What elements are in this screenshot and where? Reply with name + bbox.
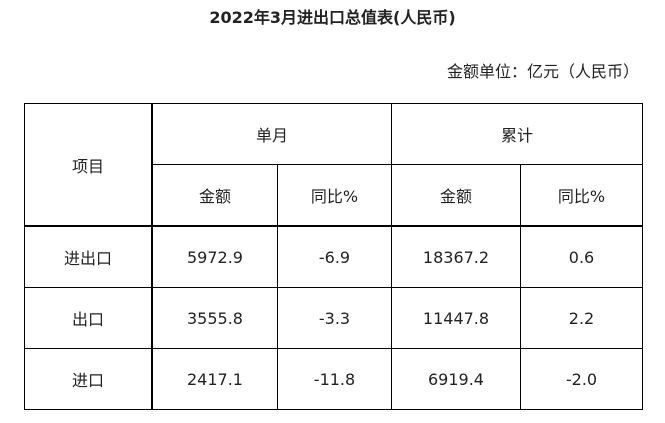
header-monthly-amount: 金额 xyxy=(151,164,278,227)
page-title: 2022年3月进出口总值表(人民币) xyxy=(209,8,456,27)
header-monthly: 单月 xyxy=(151,103,392,165)
row-item: 出口 xyxy=(24,287,153,349)
monthly-amount: 5972.9 xyxy=(151,225,278,288)
monthly-yoy: -3.3 xyxy=(277,287,392,349)
cumulative-yoy: 2.2 xyxy=(520,287,643,349)
header-cumulative-yoy: 同比% xyxy=(520,164,643,227)
cumulative-yoy: 0.6 xyxy=(520,225,643,288)
cumulative-amount: 18367.2 xyxy=(391,225,521,288)
table-row: 出口 3555.8 -3.3 11447.8 2.2 xyxy=(24,287,643,349)
monthly-yoy: -6.9 xyxy=(277,225,392,288)
trade-table: 项目 单月 累计 金额 同比% 金额 同比% 进出口 5972.9 -6.9 1… xyxy=(24,103,643,410)
header-row-2: 金额 同比% 金额 同比% xyxy=(25,164,643,227)
header-monthly-yoy: 同比% xyxy=(277,164,392,227)
header-row-1: 项目 单月 累计 xyxy=(24,103,643,227)
row-item: 进出口 xyxy=(24,225,153,288)
header-cumulative-amount: 金额 xyxy=(391,164,521,227)
monthly-amount: 3555.8 xyxy=(151,287,278,349)
cumulative-amount: 11447.8 xyxy=(391,287,521,349)
table-row: 进口 2417.1 -11.8 6919.4 -2.0 xyxy=(24,348,643,410)
cumulative-yoy: -2.0 xyxy=(520,348,643,410)
monthly-amount: 2417.1 xyxy=(151,348,278,410)
header-item: 项目 xyxy=(24,103,153,227)
table-row: 进出口 5972.9 -6.9 18367.2 0.6 xyxy=(24,225,643,288)
cumulative-amount: 6919.4 xyxy=(391,348,521,410)
row-item: 进口 xyxy=(24,348,153,410)
unit-label: 金额单位：亿元（人民币） xyxy=(446,62,639,81)
header-cumulative: 累计 xyxy=(391,103,643,165)
monthly-yoy: -11.8 xyxy=(277,348,392,410)
